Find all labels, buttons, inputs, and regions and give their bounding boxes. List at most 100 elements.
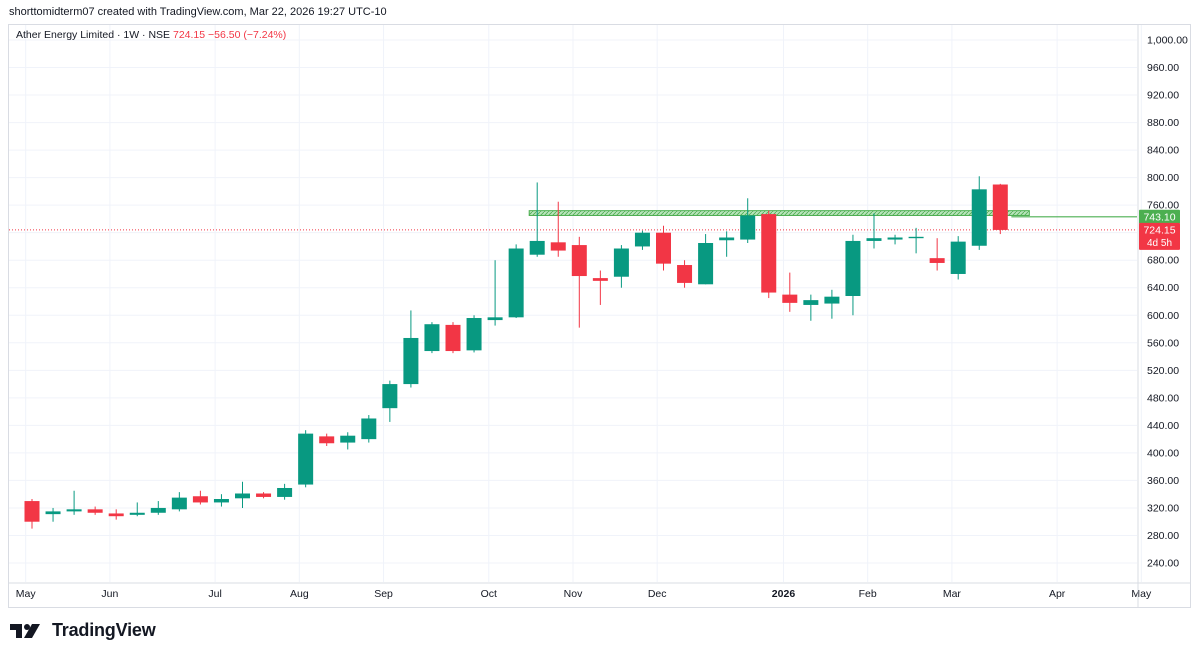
x-tick-label: Dec	[648, 588, 667, 600]
y-tick-label: 520.00	[1147, 365, 1179, 377]
y-tick-label: 680.00	[1147, 255, 1179, 267]
tradingview-logo-icon	[10, 623, 40, 638]
candle-body	[761, 214, 777, 293]
candle-up	[45, 507, 61, 522]
last-price-value: 724.15	[172, 29, 206, 41]
y-tick-label: 560.00	[1147, 337, 1179, 349]
x-tick-label: May	[16, 588, 37, 600]
candle-up	[824, 289, 840, 319]
candle-body	[340, 435, 356, 443]
resistance-zone	[528, 210, 1030, 216]
y-tick-label: 840.00	[1147, 145, 1179, 157]
x-tick-label: Jun	[101, 588, 118, 600]
x-tick-label: Feb	[859, 588, 877, 600]
candle-up	[887, 234, 903, 245]
candle-down	[571, 236, 587, 328]
candle-down	[592, 270, 608, 305]
symbol-legend: Ather Energy Limited · 1W · NSE 724.15 −…	[16, 29, 286, 41]
candle-body	[992, 184, 1008, 230]
candle-body	[298, 433, 314, 485]
y-tick-label: 240.00	[1147, 558, 1179, 570]
candle-body	[24, 501, 40, 522]
candle-down	[445, 322, 461, 354]
candle-body	[487, 317, 503, 321]
y-tick-label: 800.00	[1147, 172, 1179, 184]
candle-body	[866, 238, 882, 241]
candle-down	[108, 509, 124, 520]
candle-body	[698, 243, 714, 285]
y-tick-label: 600.00	[1147, 310, 1179, 322]
candle-body	[803, 300, 819, 305]
candle-up	[908, 227, 924, 254]
candle-up	[340, 432, 356, 450]
candle-body	[613, 248, 629, 277]
candle-body	[235, 493, 250, 499]
candle-body	[445, 324, 461, 352]
candles	[24, 176, 1137, 529]
candle-body	[719, 237, 735, 241]
tradingview-brand[interactable]: TradingView	[10, 620, 156, 641]
level-price-label: 743.10	[1143, 211, 1175, 223]
candle-body	[571, 245, 587, 277]
candle-up	[634, 230, 650, 250]
level-price-tag	[1139, 209, 1180, 224]
candle-body	[66, 509, 82, 512]
y-tick-label: 280.00	[1147, 530, 1179, 542]
x-tick-label: May	[1131, 588, 1152, 600]
candle-body	[950, 241, 966, 274]
candle-body	[277, 487, 293, 497]
y-tick-label: 880.00	[1147, 117, 1179, 129]
candle-body	[529, 240, 545, 255]
candle-up	[508, 244, 524, 319]
candle-up	[719, 231, 735, 257]
brand-name: TradingView	[52, 620, 156, 640]
x-tick-label: Oct	[481, 588, 497, 600]
candle-up	[403, 310, 419, 388]
candle-body	[108, 513, 124, 517]
candle-up	[277, 483, 293, 500]
candle-body	[87, 509, 103, 513]
candle-body	[550, 242, 566, 251]
candle-up	[866, 213, 882, 249]
candle-up	[487, 260, 503, 326]
candle-down	[256, 492, 272, 499]
candle-body	[508, 248, 524, 318]
candle-up	[466, 315, 482, 353]
y-tick-label: 480.00	[1147, 392, 1179, 404]
candle-down	[319, 433, 335, 447]
candle-down	[550, 201, 566, 257]
candle-up	[361, 415, 377, 443]
candle-up	[613, 245, 629, 288]
bar-countdown-label: 4d 5h	[1147, 238, 1172, 249]
candle-body	[887, 237, 903, 240]
candle-up	[235, 481, 250, 508]
candle-body	[908, 236, 924, 239]
price-change: −56.50 (−7.24%)	[208, 29, 287, 41]
y-tick-label: 320.00	[1147, 502, 1179, 514]
candle-body	[192, 496, 208, 503]
last-price-tag	[1139, 222, 1180, 250]
candle-down	[782, 272, 798, 312]
x-tick-label: Mar	[943, 588, 962, 600]
y-tick-label: 920.00	[1147, 90, 1179, 102]
candle-body	[824, 296, 840, 304]
x-tick-label: 2026	[772, 588, 796, 600]
last-price-label: 724.15	[1143, 224, 1175, 236]
candle-up	[740, 198, 756, 244]
candle-down	[929, 238, 945, 271]
candle-body	[740, 215, 756, 240]
candle-body	[971, 189, 987, 246]
resistance-zone-layer	[9, 210, 1137, 231]
candle-up	[298, 430, 314, 488]
y-tick-label: 960.00	[1147, 62, 1179, 74]
candle-body	[382, 384, 398, 409]
candle-up	[171, 492, 187, 512]
candle-body	[150, 507, 166, 513]
candle-up	[66, 490, 82, 515]
candle-up	[150, 501, 166, 515]
candle-body	[45, 511, 61, 515]
creator-credit: shorttomidterm07 created with TradingVie…	[9, 6, 387, 18]
candle-body	[129, 512, 145, 515]
candle-body	[677, 265, 693, 283]
